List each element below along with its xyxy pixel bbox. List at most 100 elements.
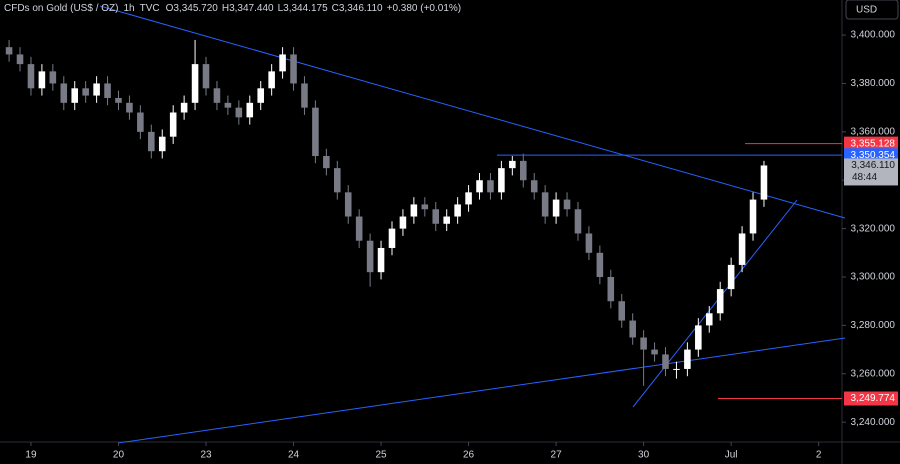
candle-body bbox=[749, 199, 757, 234]
x-tick-label: 19 bbox=[25, 450, 37, 461]
candle-body bbox=[662, 354, 669, 369]
y-tick-label: 3,380.000 bbox=[851, 78, 896, 89]
candle-body bbox=[410, 204, 418, 217]
candle-body bbox=[552, 199, 560, 217]
candle-body bbox=[126, 102, 133, 113]
candle-body bbox=[148, 131, 155, 152]
candle-body bbox=[202, 64, 210, 89]
candle-body bbox=[651, 349, 658, 355]
x-tick-label: Jul bbox=[725, 450, 738, 461]
currency[interactable]: USD bbox=[856, 5, 877, 16]
trendline bbox=[632, 199, 798, 408]
candle-body bbox=[574, 209, 582, 234]
candle-body bbox=[585, 233, 593, 253]
price-label: 3,350.354 bbox=[851, 150, 896, 161]
candle-body bbox=[27, 64, 35, 89]
candle-body bbox=[629, 320, 636, 338]
candle-body bbox=[377, 247, 385, 273]
y-tick-label: 3,280.000 bbox=[851, 320, 896, 331]
candle-body bbox=[235, 107, 243, 118]
candle-body bbox=[355, 216, 363, 241]
candle-body bbox=[301, 83, 308, 108]
symbol: CFDs on Gold (US$ / OZ) bbox=[4, 3, 118, 14]
candle-body bbox=[716, 289, 724, 314]
candle-body bbox=[38, 71, 46, 89]
x-tick-label: 20 bbox=[113, 450, 125, 461]
candle-body bbox=[727, 264, 735, 290]
x-tick-label: 23 bbox=[200, 450, 212, 461]
y-tick-label: 3,300.000 bbox=[851, 272, 896, 283]
candle-body bbox=[16, 54, 24, 65]
candle-body bbox=[519, 160, 527, 181]
candle-body bbox=[618, 301, 626, 321]
last-price-box bbox=[844, 158, 898, 186]
candle-body bbox=[158, 136, 166, 152]
candle-body bbox=[596, 252, 604, 278]
candle-body bbox=[312, 107, 319, 157]
candle-body bbox=[607, 277, 615, 302]
price-label-box bbox=[844, 136, 898, 151]
candle-body bbox=[563, 199, 571, 210]
candle-body bbox=[344, 192, 352, 217]
price-label-box bbox=[844, 391, 898, 406]
candle-body bbox=[137, 112, 144, 132]
currency-button[interactable] bbox=[845, 0, 899, 20]
price-label: 3,249.774 bbox=[851, 393, 896, 404]
source: TVC bbox=[140, 3, 160, 14]
candle-body bbox=[388, 228, 396, 248]
y-tick-label: 3,240.000 bbox=[851, 417, 896, 428]
candle-body bbox=[640, 337, 647, 350]
candle-body bbox=[476, 180, 483, 193]
candle-body bbox=[738, 233, 746, 265]
x-tick-label: 25 bbox=[375, 450, 387, 461]
x-tick-label: 27 bbox=[551, 450, 563, 461]
candle-body bbox=[695, 325, 702, 350]
y-tick-label: 3,260.000 bbox=[851, 368, 896, 379]
candle-body bbox=[541, 192, 549, 217]
countdown: 48:44 bbox=[852, 172, 877, 183]
candle-body bbox=[268, 71, 275, 89]
y-tick-label: 3,360.000 bbox=[851, 126, 896, 137]
candle-body bbox=[443, 216, 450, 224]
candle-body bbox=[224, 102, 232, 108]
interval: 1h bbox=[123, 3, 134, 14]
ohlc-low: L3,344.175 bbox=[278, 3, 328, 14]
candle-body bbox=[169, 112, 177, 137]
ohlc-open: O3,345.720 bbox=[166, 3, 219, 14]
candle-body bbox=[498, 168, 505, 193]
trendline bbox=[99, 5, 846, 219]
price-label: 3,355.128 bbox=[851, 138, 896, 149]
candle-body bbox=[93, 83, 100, 96]
candle-body bbox=[49, 71, 57, 84]
candle-body bbox=[323, 156, 330, 169]
candle-body bbox=[673, 368, 680, 370]
last-price-label: 3,346.110 bbox=[851, 160, 895, 171]
y-tick-label: 3,400.000 bbox=[851, 30, 896, 41]
candle-body bbox=[180, 102, 188, 113]
candle-body bbox=[760, 165, 768, 200]
candle-body bbox=[421, 204, 429, 210]
candle-body bbox=[684, 349, 691, 369]
x-tick-label: 26 bbox=[463, 450, 475, 461]
candle-body bbox=[465, 192, 472, 205]
ohlc-close: C3,346.110 bbox=[332, 3, 383, 14]
candle-body bbox=[530, 180, 538, 193]
candle-body bbox=[509, 160, 516, 169]
candle-body bbox=[191, 64, 199, 103]
candle-body bbox=[104, 83, 111, 98]
ohlc-high: H3,347.440 bbox=[222, 3, 274, 14]
candle-body bbox=[246, 102, 254, 118]
candle-body bbox=[334, 168, 341, 193]
candle-body bbox=[290, 54, 297, 84]
candle-body bbox=[366, 240, 374, 273]
candle-body bbox=[487, 180, 494, 193]
trendline bbox=[117, 337, 846, 444]
x-tick-label: 24 bbox=[288, 450, 300, 461]
change: +0.380 (+0.01%) bbox=[387, 3, 462, 14]
x-tick-label: 30 bbox=[638, 450, 650, 461]
candle-body bbox=[399, 216, 407, 229]
candle-body bbox=[115, 97, 122, 103]
